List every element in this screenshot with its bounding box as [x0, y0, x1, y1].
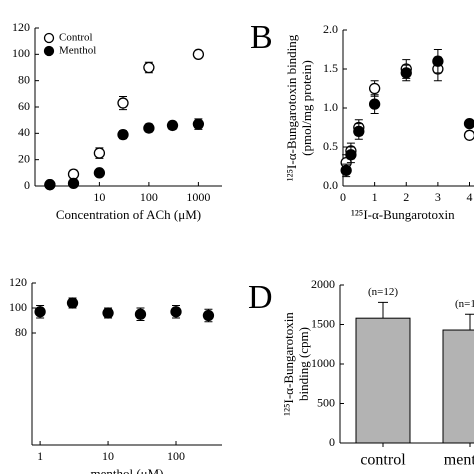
point: [44, 179, 56, 191]
y-tick-label: 1500: [311, 316, 335, 330]
x-axis-label: ¹²⁵I-α-Bungarotoxin: [351, 207, 455, 222]
y-tick-label: 500: [317, 395, 335, 409]
y-tick-label: 100: [12, 46, 30, 60]
point: [166, 119, 179, 132]
y-axis-label: (pmol/mg protein): [299, 60, 314, 156]
x-axis-label: menthol (μM): [90, 466, 163, 474]
x-tick-label: 3: [435, 190, 441, 204]
y-axis-label: binding (cpm): [296, 327, 311, 401]
y-tick-label: 0: [24, 178, 30, 192]
x-tick-label: 1: [37, 449, 43, 463]
point: [192, 48, 205, 60]
y-axis-label: ¹²⁵I-α-Bungarotoxin binding: [284, 34, 299, 181]
point: [202, 309, 215, 322]
point: [345, 149, 357, 161]
x-tick-label: control: [360, 452, 406, 469]
y-axis-label: ¹²⁵I-α-Bungarotoxin: [281, 312, 296, 416]
point: [117, 97, 129, 109]
y-tick-label: 100: [9, 300, 27, 314]
point: [67, 177, 80, 190]
legend-label: Menthol: [59, 45, 96, 57]
x-tick-label: 0: [340, 190, 346, 204]
x-tick-label: 1: [372, 190, 378, 204]
error-bar: [465, 313, 474, 331]
point: [134, 308, 147, 320]
error-bar: [378, 301, 388, 319]
point: [368, 82, 381, 95]
y-tick-label: 80: [18, 72, 30, 86]
point: [432, 55, 444, 67]
x-tick-label: menthol: [444, 452, 474, 469]
y-tick-label: 20: [18, 151, 30, 165]
x-tick-label: 100: [140, 190, 158, 204]
point: [102, 307, 114, 319]
y-tick-label: 40: [18, 125, 30, 139]
point: [117, 128, 129, 141]
point: [463, 129, 474, 141]
y-tick-label: 1.0: [323, 100, 338, 114]
bar: [355, 317, 411, 444]
point: [143, 61, 155, 74]
point: [143, 122, 155, 134]
x-tick-label: 100: [167, 449, 185, 463]
x-tick-label: 1000: [186, 190, 210, 204]
x-axis-label: Concentration of ACh (μM): [56, 207, 201, 222]
point: [93, 147, 106, 159]
annotation: (n=12): [368, 286, 398, 298]
y-tick-label: 1.5: [323, 61, 338, 75]
legend-marker: [43, 32, 55, 44]
x-tick-label: 10: [102, 449, 114, 463]
y-tick-label: 80: [15, 325, 27, 339]
point: [67, 168, 80, 180]
y-tick-label: 1000: [311, 356, 335, 370]
point: [93, 167, 106, 179]
point: [353, 125, 365, 138]
x-tick-label: 4: [467, 190, 473, 204]
y-tick-label: 120: [9, 275, 27, 289]
point: [170, 306, 182, 318]
x-tick-label: 2: [403, 190, 409, 204]
point: [368, 98, 381, 110]
panel-label: D: [248, 279, 273, 316]
y-tick-label: 0.0: [323, 178, 338, 192]
legend-marker: [43, 45, 55, 57]
y-tick-label: 2000: [311, 277, 335, 291]
y-tick-label: 120: [12, 20, 30, 34]
panel-label: B: [250, 19, 273, 56]
point: [463, 117, 474, 130]
point: [34, 306, 46, 318]
y-tick-label: 2.0: [323, 22, 338, 36]
x-tick-label: 10: [93, 190, 105, 204]
point: [340, 164, 352, 177]
point: [192, 118, 205, 130]
y-tick-label: 0: [329, 435, 335, 449]
bar: [442, 329, 474, 444]
annotation: (n=12): [455, 298, 474, 310]
y-tick-label: 0.5: [323, 139, 338, 153]
y-tick-label: 60: [18, 99, 30, 113]
point: [66, 297, 79, 309]
legend-label: Control: [59, 32, 93, 44]
point: [400, 67, 412, 79]
